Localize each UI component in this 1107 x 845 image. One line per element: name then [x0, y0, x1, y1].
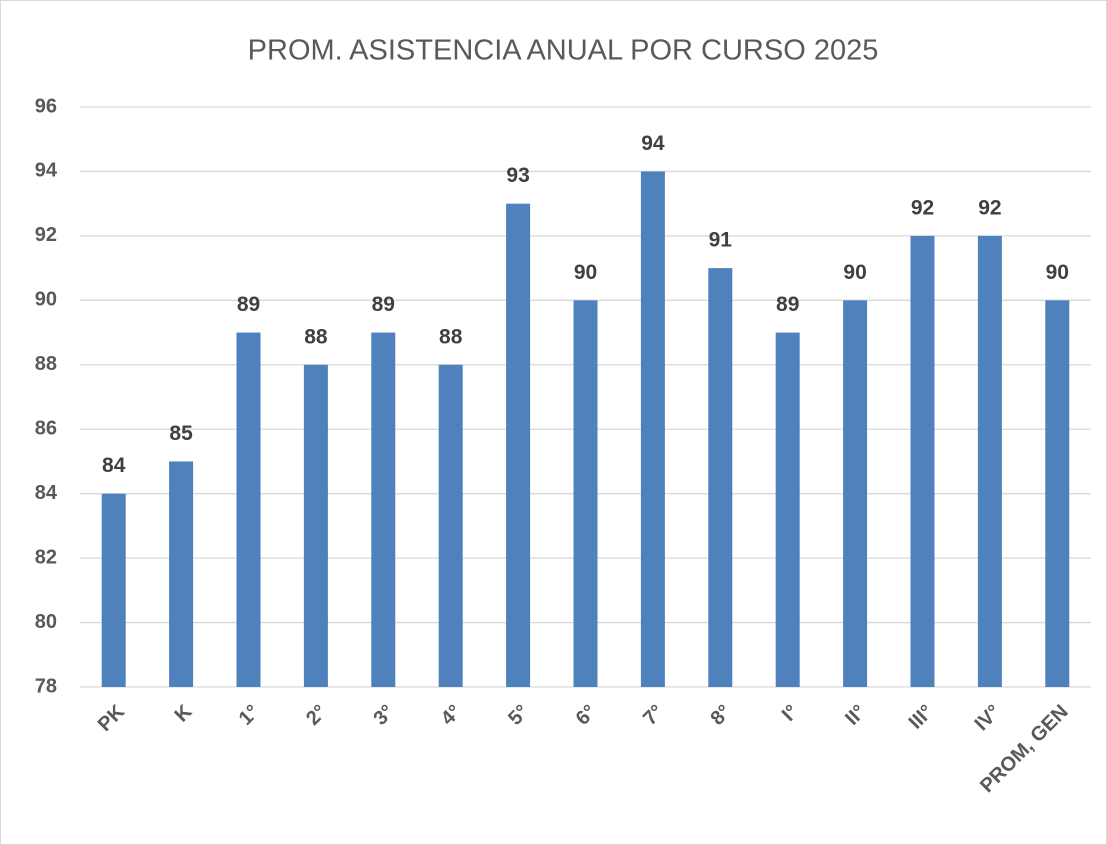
bar [101, 493, 126, 687]
data-label: 90 [574, 261, 597, 284]
data-label: 92 [978, 196, 1001, 219]
y-tick-label: 88 [35, 353, 57, 375]
chart-title: PROM. ASISTENCIA ANUAL POR CURSO 2025 [248, 35, 879, 67]
y-tick-label: 92 [35, 224, 57, 246]
bar [573, 300, 598, 687]
data-label: 88 [439, 325, 463, 348]
data-label: 85 [169, 422, 193, 445]
bar [708, 268, 733, 687]
y-tick-label: 90 [35, 289, 57, 311]
y-tick-label: 78 [35, 675, 57, 697]
bar [977, 235, 1002, 687]
y-tick-label: 84 [35, 482, 58, 504]
data-label: 88 [304, 325, 328, 348]
bar [775, 332, 800, 687]
data-label: 89 [237, 293, 260, 316]
bar [371, 332, 396, 687]
bar [640, 171, 665, 687]
data-label: 92 [911, 196, 934, 219]
y-tick-label: 80 [35, 611, 57, 633]
data-label: 89 [776, 293, 799, 316]
bar [438, 364, 463, 687]
y-tick-label: 82 [35, 546, 57, 568]
y-tick-label: 94 [35, 160, 58, 182]
data-label: 93 [506, 164, 529, 187]
bar [169, 461, 194, 687]
data-label: 90 [1046, 261, 1069, 284]
data-label: 90 [843, 261, 866, 284]
bar [506, 203, 531, 687]
bar [1045, 300, 1070, 687]
data-label: 84 [102, 454, 126, 477]
bar [303, 364, 328, 687]
data-label: 91 [709, 229, 733, 252]
y-tick-label: 86 [35, 418, 57, 440]
y-tick-label: 96 [35, 95, 57, 117]
data-label: 94 [641, 132, 665, 155]
bar [236, 332, 261, 687]
bar [843, 300, 868, 687]
bar [910, 235, 935, 687]
data-label: 89 [372, 293, 395, 316]
